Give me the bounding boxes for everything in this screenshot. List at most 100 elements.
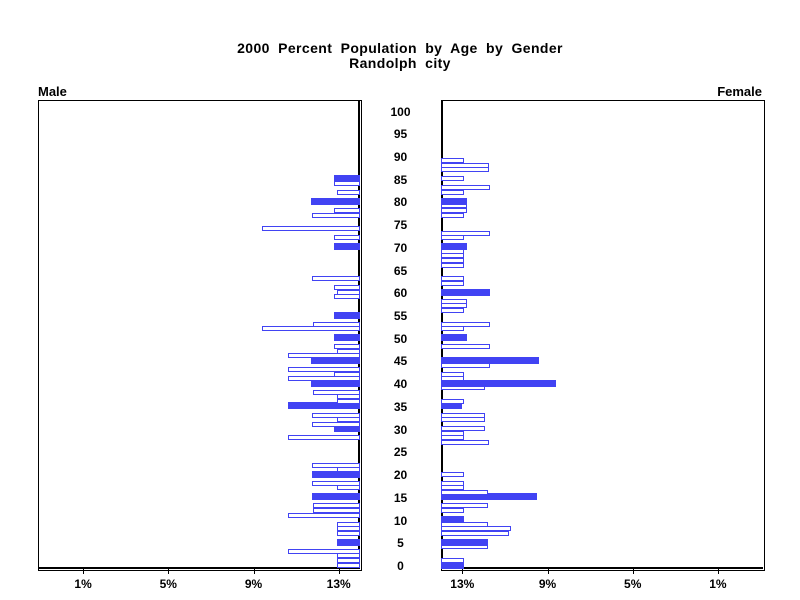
female-axis-tick-label-13: 1%: [709, 577, 727, 591]
male-bar-age-78: [334, 208, 360, 213]
female-bar-age-18: [441, 481, 464, 486]
female-bar-age-10: [441, 516, 464, 523]
male-axis-tick-5: [253, 569, 255, 574]
female-bar-age-27: [441, 440, 489, 445]
male-bar-age-36: [337, 399, 360, 404]
age-tick-label-5: 5: [397, 536, 404, 551]
male-bar-age-12: [313, 508, 360, 513]
male-bar-age-31: [312, 422, 360, 427]
age-tick-label-55: 55: [393, 309, 408, 324]
age-tick-label-25: 25: [393, 445, 408, 460]
female-axis-tick-5: [547, 569, 549, 574]
female-bar-age-53: [441, 322, 490, 327]
female-x-axis: [441, 567, 763, 569]
female-bar-age-29: [441, 431, 464, 436]
female-bar-age-42: [441, 372, 464, 377]
female-bar-age-83: [441, 185, 490, 190]
male-bar-age-13: [313, 503, 360, 508]
female-panel-label: Female: [717, 84, 762, 99]
male-bar-age-70: [334, 243, 360, 250]
male-x-axis: [38, 567, 360, 569]
chart-title-line2: Randolph city: [349, 55, 451, 71]
female-bar-age-33: [441, 413, 485, 418]
female-bar-age-12: [441, 508, 464, 513]
male-bar-age-47: [337, 349, 360, 354]
female-bar-age-9: [441, 522, 488, 527]
male-bar-age-42: [334, 372, 360, 377]
male-bar-age-77: [312, 213, 360, 218]
age-tick-label-50: 50: [393, 331, 408, 346]
male-bar-age-45: [311, 357, 360, 364]
female-axis-tick-label-9: 5%: [624, 577, 642, 591]
male-axis-tick-label-5: 9%: [244, 577, 263, 591]
male-bar-age-41: [288, 376, 360, 381]
chart-title: 2000 Percent Population by Age by Gender…: [0, 41, 800, 71]
male-panel-frame: [38, 100, 362, 571]
female-bar-age-0: [441, 562, 464, 569]
female-bar-age-77: [441, 213, 464, 218]
male-bar-age-46: [288, 353, 360, 358]
male-bar-age-52: [262, 326, 360, 331]
age-tick-label-85: 85: [393, 172, 408, 187]
female-bar-age-67: [441, 258, 464, 263]
female-axis-tick-label-1: 13%: [450, 577, 475, 591]
age-tick-label-45: 45: [393, 354, 408, 369]
female-axis-tick-1: [462, 569, 464, 574]
female-bar-age-56: [441, 308, 464, 313]
female-bar-age-13: [441, 503, 488, 508]
male-bar-age-28: [288, 435, 360, 440]
female-bar-age-30: [441, 426, 485, 431]
age-tick-label-40: 40: [393, 377, 408, 392]
female-bar-age-50: [441, 334, 467, 341]
male-bar-age-15: [312, 493, 360, 500]
male-panel-label: Male: [38, 84, 67, 99]
male-bar-age-82: [337, 190, 360, 195]
female-bar-age-60: [441, 289, 490, 296]
age-tick-label-100: 100: [390, 104, 411, 119]
female-bar-age-20: [441, 472, 464, 477]
female-bar-age-40: [441, 380, 556, 387]
female-axis-tick-label-5: 9%: [538, 577, 557, 591]
age-tick-label-80: 80: [393, 195, 408, 210]
female-bar-age-66: [441, 263, 464, 268]
female-bar-age-82: [441, 190, 464, 195]
female-bar-age-89: [441, 158, 464, 163]
female-bar-age-78: [441, 208, 467, 213]
male-bar-age-48: [334, 344, 360, 349]
female-bar-age-36: [441, 399, 464, 404]
male-bar-age-35: [288, 402, 360, 409]
male-bar-age-11: [288, 513, 360, 518]
male-bar-age-1: [337, 558, 360, 563]
age-tick-label-0: 0: [397, 559, 404, 573]
female-bar-age-80: [441, 198, 467, 205]
male-bar-age-50: [334, 334, 360, 341]
male-axis-tick-label-1: 13%: [326, 577, 351, 591]
female-bar-age-70: [441, 243, 467, 250]
female-bar-age-58: [441, 299, 467, 304]
male-bar-age-72: [334, 235, 360, 240]
male-bar-age-18: [312, 481, 360, 486]
female-axis-tick-13: [717, 569, 719, 574]
male-bar-age-60: [337, 290, 360, 295]
age-tick-label-20: 20: [393, 468, 408, 483]
male-axis-tick-13: [83, 569, 85, 574]
age-tick-label-95: 95: [393, 127, 408, 142]
age-tick-label-10: 10: [393, 513, 408, 528]
female-bar-age-48: [441, 344, 490, 349]
male-bar-age-20: [312, 471, 360, 478]
age-tick-label-70: 70: [393, 240, 408, 255]
male-bar-age-63: [312, 276, 360, 281]
male-bar-age-43: [288, 367, 360, 372]
male-bar-age-61: [334, 285, 360, 290]
male-axis-tick-9: [168, 569, 170, 574]
age-tick-label-75: 75: [393, 218, 408, 233]
female-bar-age-7: [441, 531, 509, 536]
female-bar-age-16: [441, 490, 488, 495]
male-bar-age-9: [337, 522, 360, 527]
female-bar-age-45: [441, 357, 539, 364]
male-bar-age-38: [313, 390, 360, 395]
male-axis-tick-label-9: 5%: [159, 577, 177, 591]
male-bar-age-85: [334, 175, 360, 182]
male-axis-tick-label-13: 1%: [74, 577, 92, 591]
